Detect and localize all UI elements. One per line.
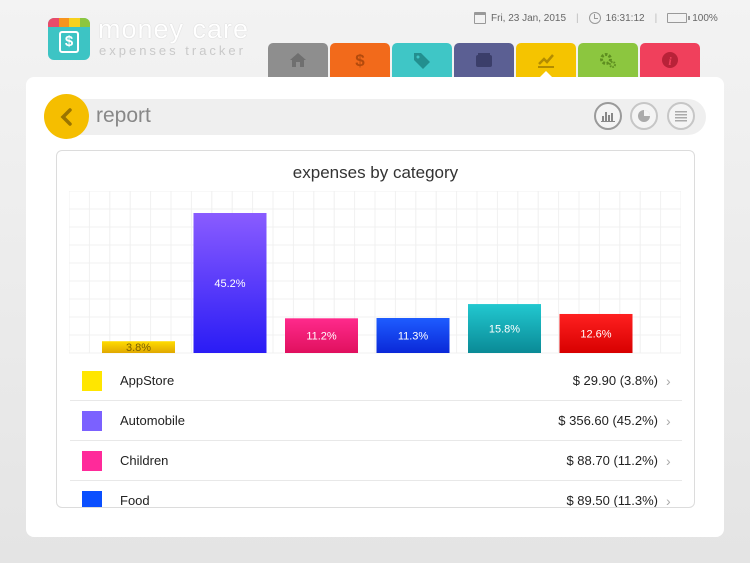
status-separator: | [576, 12, 579, 24]
svg-text:i: i [668, 54, 672, 68]
category-list: AppStore $ 29.90 (3.8%) › Automobile $ 356.6… [70, 361, 682, 508]
bar-label: 11.2% [306, 331, 337, 343]
category-amount: $ 89.50 (11.3%) [566, 493, 658, 508]
category-color-swatch [82, 450, 102, 471]
logo-stripe [48, 18, 59, 27]
tab-accounts[interactable] [454, 43, 514, 77]
pie-chart-view-button[interactable] [630, 102, 658, 130]
category-row[interactable]: Automobile $ 356.60 (45.2%) › [70, 401, 682, 441]
main-tabs: $ i [268, 43, 700, 77]
app-title: money care [98, 14, 250, 44]
bar-label: 15.8% [489, 324, 520, 336]
tab-reports[interactable] [516, 43, 576, 77]
chart-card: expenses by category 3.8% 45.2% 11.2% 11.3%… [56, 150, 695, 508]
bar-category-5[interactable] [468, 304, 541, 353]
page-title: report [96, 104, 151, 127]
category-row[interactable]: Food $ 89.50 (11.3%) › [70, 481, 682, 508]
chevron-right-icon: › [666, 412, 671, 429]
status-separator: | [654, 12, 658, 24]
status-bar: Fri, 23 Jan, 2015 | 16:31:12 | 100% [474, 10, 718, 26]
category-color-swatch [82, 370, 102, 391]
app-logo: $ [48, 18, 90, 60]
tab-categories[interactable] [392, 43, 452, 77]
date-text: Fri, 23 Jan, 2015 [491, 12, 567, 24]
bar-children[interactable] [285, 318, 358, 353]
chevron-left-icon [60, 107, 72, 126]
chevron-right-icon: › [666, 452, 671, 469]
logo-stripe [58, 18, 69, 27]
battery-text: 100% [692, 12, 718, 24]
bar-appstore[interactable] [102, 341, 175, 353]
category-row[interactable]: Children $ 88.70 (11.2%) › [70, 441, 682, 481]
logo-stripes [48, 18, 90, 27]
home-icon [290, 53, 306, 67]
info-icon: i [662, 52, 678, 68]
category-amount: $ 356.60 (45.2%) [558, 413, 658, 428]
clock-icon [588, 12, 601, 24]
list-view-button[interactable] [667, 102, 695, 130]
time-text: 16:31:12 [605, 12, 645, 24]
gear-icon [600, 53, 616, 68]
status-date: Fri, 23 Jan, 2015 [474, 12, 566, 24]
dollar-icon: $ [355, 51, 365, 70]
category-name: Food [120, 493, 150, 508]
tag-icon [414, 53, 430, 69]
bar-chart-view-button[interactable] [594, 102, 622, 130]
bar-label: 3.8% [126, 342, 151, 354]
bar-chart-icon [601, 112, 615, 122]
main-panel: report expenses by category 3.8% 45.2% 11.… [26, 77, 724, 537]
category-amount: $ 29.90 (3.8%) [572, 373, 658, 388]
bar-food[interactable] [376, 318, 450, 353]
bar-automobile[interactable] [193, 213, 267, 353]
battery-icon [667, 13, 691, 23]
app-subtitle: expenses tracker [99, 43, 246, 58]
category-row[interactable]: AppStore $ 29.90 (3.8%) › [70, 361, 682, 401]
list-icon [675, 111, 687, 122]
tab-home[interactable] [268, 43, 328, 77]
category-color-swatch [82, 490, 102, 507]
category-name: Automobile [120, 413, 186, 428]
chevron-right-icon: › [666, 492, 671, 508]
logo-stripe [69, 18, 80, 27]
chevron-right-icon: › [666, 372, 671, 389]
category-name: Children [120, 453, 169, 468]
logo-stripe [79, 18, 90, 27]
calendar-icon [474, 12, 486, 24]
category-amount: $ 88.70 (11.2%) [566, 453, 658, 468]
status-battery: 100% [667, 13, 718, 24]
bar-label: 45.2% [214, 278, 245, 290]
bar-label: 12.6% [580, 328, 611, 340]
tab-info[interactable]: i [640, 43, 700, 77]
status-time: 16:31:12 [588, 12, 645, 24]
chart-title: expenses by category [292, 163, 459, 182]
back-button[interactable] [44, 94, 89, 139]
wallet-icon [476, 53, 492, 67]
category-name: AppStore [120, 373, 175, 388]
chart-icon [538, 54, 554, 68]
dollar-icon: $ [59, 31, 79, 53]
bar-category-6[interactable] [559, 313, 633, 353]
bar-chart: 3.8% 45.2% 11.2% 11.3% 15.8% 12.6% [69, 191, 681, 354]
tab-expenses[interactable]: $ [330, 43, 390, 77]
tab-settings[interactable] [578, 43, 638, 77]
bar-label: 11.3% [398, 331, 429, 343]
svg-text:$: $ [355, 51, 365, 70]
pie-chart-icon [638, 110, 650, 122]
category-color-swatch [82, 410, 102, 431]
